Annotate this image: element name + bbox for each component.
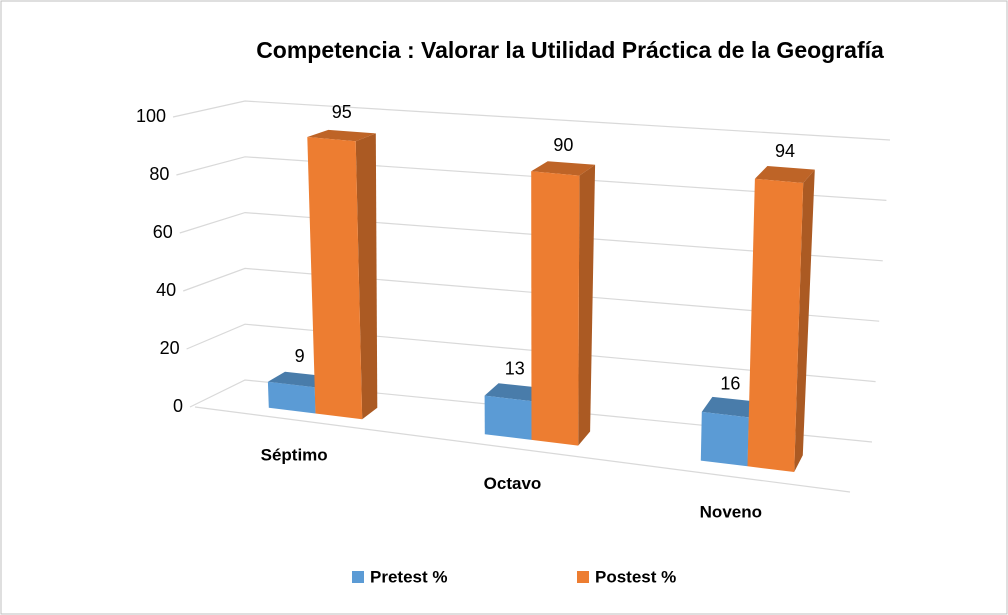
floor-edge	[194, 406, 851, 493]
bar-top	[754, 166, 815, 183]
data-label: 94	[775, 141, 795, 161]
data-label: 95	[332, 102, 352, 122]
bar	[267, 381, 316, 414]
legend-label: Pretest %	[370, 567, 447, 586]
y-tick-label: 60	[153, 222, 173, 242]
bar	[700, 411, 749, 467]
grid-line	[186, 323, 876, 383]
grid-line	[189, 379, 873, 443]
grid-line	[176, 156, 887, 201]
y-tick-label: 40	[156, 280, 176, 300]
data-label: 90	[553, 135, 573, 155]
x-tick-label: Séptimo	[261, 446, 328, 465]
bar	[307, 137, 363, 420]
bar-top	[484, 383, 545, 402]
bar-top	[307, 129, 376, 142]
grid-line	[179, 211, 883, 262]
data-label: 16	[720, 374, 740, 394]
legend-swatch	[352, 571, 364, 583]
y-tick-label: 100	[136, 106, 166, 126]
bar	[531, 171, 580, 446]
bar-top	[531, 161, 596, 176]
bar	[484, 395, 532, 440]
y-tick-label: 80	[149, 164, 169, 184]
x-tick-label: Octavo	[484, 474, 542, 493]
data-label: 9	[295, 346, 305, 366]
bar-side	[794, 169, 815, 472]
legend-label: Postest %	[595, 567, 676, 586]
grid-line	[172, 100, 891, 141]
bar-side	[578, 164, 596, 446]
x-tick-label: Noveno	[700, 502, 762, 521]
bar	[747, 178, 804, 473]
bar-top	[701, 396, 759, 418]
legend-swatch	[577, 571, 589, 583]
bar-side	[355, 133, 378, 420]
grid-line	[182, 267, 880, 322]
y-tick-label: 0	[173, 396, 183, 416]
y-tick-label: 20	[160, 338, 180, 358]
data-label: 13	[505, 359, 525, 379]
chart-title: Competencia : Valorar la Utilidad Prácti…	[256, 37, 884, 63]
